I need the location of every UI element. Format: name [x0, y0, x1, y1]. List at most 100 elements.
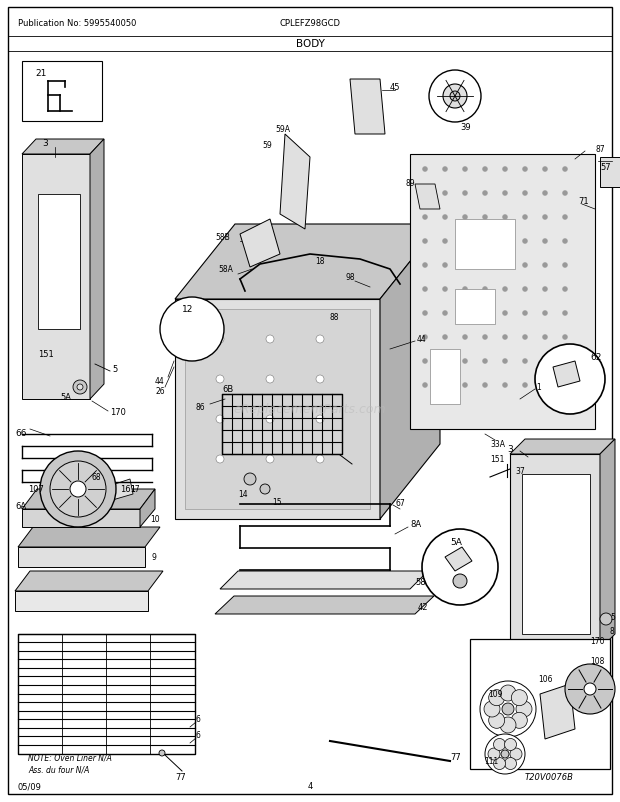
Circle shape [482, 383, 487, 388]
Text: 77: 77 [175, 772, 186, 781]
Text: 44: 44 [417, 335, 427, 344]
Circle shape [523, 383, 528, 388]
Circle shape [542, 263, 547, 268]
Bar [430, 350, 460, 404]
Text: 62: 62 [590, 353, 601, 362]
Circle shape [523, 263, 528, 268]
Polygon shape [22, 489, 155, 509]
Circle shape [562, 383, 567, 388]
Circle shape [501, 750, 509, 758]
Circle shape [523, 215, 528, 221]
Circle shape [562, 239, 567, 244]
Text: 45: 45 [390, 83, 401, 92]
Circle shape [443, 359, 448, 364]
Text: 71: 71 [578, 197, 588, 206]
Text: 106: 106 [538, 674, 552, 683]
Text: 58: 58 [415, 577, 425, 587]
Circle shape [502, 383, 508, 388]
Polygon shape [22, 155, 90, 399]
Circle shape [482, 335, 487, 340]
Circle shape [494, 739, 505, 751]
Circle shape [216, 415, 224, 423]
Text: 12: 12 [182, 305, 193, 314]
Circle shape [482, 191, 487, 196]
Circle shape [489, 690, 505, 706]
Circle shape [482, 359, 487, 364]
Text: 9: 9 [152, 553, 157, 561]
Circle shape [482, 311, 487, 316]
Circle shape [505, 758, 516, 770]
Circle shape [422, 311, 428, 316]
Circle shape [523, 239, 528, 244]
Text: 6: 6 [196, 731, 201, 739]
Polygon shape [15, 591, 148, 611]
Circle shape [422, 191, 428, 196]
Polygon shape [522, 475, 590, 634]
Circle shape [422, 383, 428, 388]
Polygon shape [510, 439, 615, 455]
Circle shape [260, 484, 270, 494]
Text: 15: 15 [272, 498, 281, 507]
Circle shape [489, 712, 505, 728]
Text: 42: 42 [418, 603, 428, 612]
Text: 21: 21 [35, 70, 46, 79]
Circle shape [523, 287, 528, 292]
Circle shape [484, 701, 500, 717]
Polygon shape [553, 362, 580, 387]
Circle shape [512, 712, 528, 728]
Circle shape [443, 215, 448, 221]
Polygon shape [380, 225, 440, 520]
Circle shape [562, 215, 567, 221]
Polygon shape [18, 547, 145, 567]
Circle shape [542, 311, 547, 316]
Text: NOTE: Oven Liner N/A: NOTE: Oven Liner N/A [28, 752, 112, 762]
Circle shape [422, 263, 428, 268]
Circle shape [502, 311, 508, 316]
Circle shape [562, 191, 567, 196]
Circle shape [500, 717, 516, 733]
Circle shape [443, 239, 448, 244]
Circle shape [244, 473, 256, 485]
Circle shape [542, 215, 547, 221]
Circle shape [542, 383, 547, 388]
Text: 5: 5 [610, 613, 615, 622]
Polygon shape [540, 684, 575, 739]
Circle shape [523, 359, 528, 364]
Circle shape [429, 71, 481, 123]
Circle shape [463, 168, 467, 172]
Circle shape [488, 748, 500, 760]
Text: 87: 87 [595, 145, 604, 154]
Polygon shape [280, 135, 310, 229]
Circle shape [542, 168, 547, 172]
Circle shape [266, 335, 274, 343]
Circle shape [159, 750, 165, 756]
Polygon shape [600, 439, 615, 649]
Polygon shape [215, 596, 434, 614]
Text: 4: 4 [308, 781, 312, 791]
Polygon shape [510, 455, 600, 649]
Circle shape [542, 287, 547, 292]
Circle shape [266, 415, 274, 423]
Circle shape [463, 239, 467, 244]
Text: 89: 89 [405, 178, 415, 187]
Polygon shape [22, 140, 104, 155]
Text: 109: 109 [488, 690, 502, 699]
Text: 8: 8 [610, 626, 615, 636]
Polygon shape [18, 528, 160, 547]
Circle shape [216, 456, 224, 464]
Circle shape [316, 415, 324, 423]
Circle shape [453, 574, 467, 588]
Circle shape [463, 383, 467, 388]
Polygon shape [410, 155, 595, 429]
Text: 98: 98 [345, 273, 355, 282]
Text: 161: 161 [120, 485, 136, 494]
Text: 59A: 59A [275, 125, 290, 134]
Text: CPLEFZ98GCD: CPLEFZ98GCD [280, 18, 340, 27]
Circle shape [523, 191, 528, 196]
Text: 111: 111 [484, 756, 498, 766]
Circle shape [316, 335, 324, 343]
Text: 67: 67 [395, 499, 405, 508]
Circle shape [443, 85, 467, 109]
Text: 05/09: 05/09 [18, 781, 42, 791]
Circle shape [502, 287, 508, 292]
